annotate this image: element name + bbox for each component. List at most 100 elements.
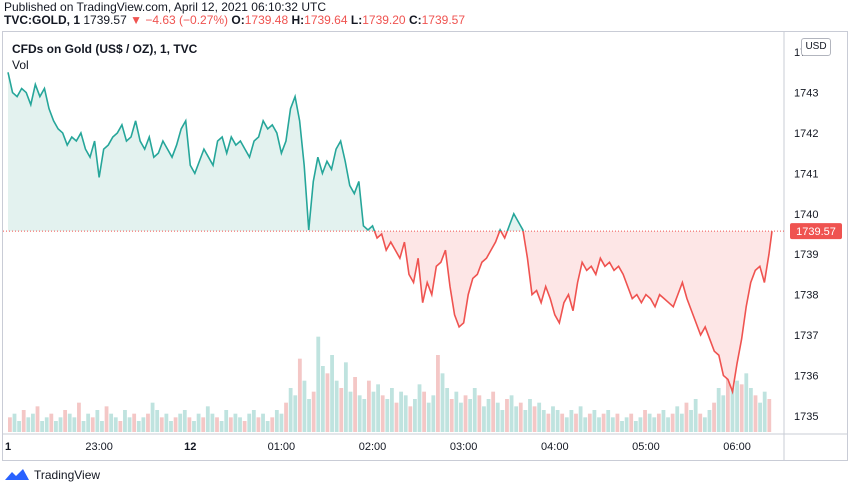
y-tick-label: 1741 [794, 168, 818, 180]
volume-bar [81, 421, 86, 432]
y-tick-label: 1737 [794, 330, 818, 342]
volume-bar [482, 406, 486, 432]
y-tick-label: 1742 [794, 128, 818, 140]
volume-bar [413, 399, 417, 432]
volume-bar [417, 384, 422, 432]
volume-bar [297, 358, 302, 432]
volume-bar [403, 395, 408, 432]
volume-bar [293, 395, 298, 432]
volume-bar [394, 402, 399, 432]
volume-bar [528, 399, 532, 432]
tradingview-logo-icon [5, 469, 29, 480]
volume-bar [578, 406, 583, 432]
volume-bar [707, 410, 712, 432]
volume-bar [123, 410, 127, 432]
volume-bar [311, 391, 316, 432]
volume-bar [325, 373, 330, 432]
volume-bar [100, 421, 104, 432]
volume-bar [95, 410, 100, 432]
last-price-label: 1739.57 [796, 226, 836, 238]
volume-bar [500, 410, 505, 432]
volume-bar [330, 355, 334, 432]
volume-bar [307, 399, 311, 432]
volume-bar [348, 391, 353, 432]
volume-bar [77, 402, 81, 432]
brand-footer[interactable]: TradingView [4, 466, 100, 484]
volume-bar [606, 410, 611, 432]
chart-frame[interactable] [2, 31, 848, 461]
volume-bar [574, 413, 578, 432]
volume-bar [454, 391, 459, 432]
volume-bar [150, 402, 155, 432]
volume-bar [136, 421, 141, 432]
volume-bar [205, 406, 210, 432]
volume-bar [436, 355, 440, 432]
volume-bar [739, 384, 744, 432]
volume-bar [601, 413, 606, 432]
volume-bar [477, 395, 482, 432]
volume-bar [486, 399, 491, 432]
volume-bar [251, 410, 256, 432]
volume-bar [371, 391, 376, 432]
volume-bar [279, 413, 284, 432]
volume-bar [721, 395, 726, 432]
volume-bar [698, 413, 703, 432]
volume-bar [113, 417, 118, 432]
brand-name: TradingView [34, 468, 101, 482]
volume-bar [495, 402, 500, 432]
volume-bar [270, 417, 275, 432]
volume-bar [693, 399, 698, 432]
volume-bar [679, 413, 684, 432]
legend-vol: Vol [12, 58, 29, 72]
volume-bar [67, 413, 72, 432]
volume-bar [261, 413, 265, 432]
volume-bar [546, 413, 551, 432]
legend-title: CFDs on Gold (US$ / OZ), 1, TVC [12, 42, 198, 56]
volume-bar [44, 417, 49, 432]
volume-bar [182, 410, 187, 432]
volume-bar [362, 399, 367, 432]
volume-bar [376, 384, 380, 432]
volume-bar [624, 417, 629, 432]
volume-bar [86, 413, 91, 432]
x-tick-label: 04:00 [541, 441, 569, 453]
volume-bar [132, 413, 137, 432]
volume-bar [643, 410, 647, 432]
x-tick-label: 03:00 [450, 441, 478, 453]
area-below-baseline [8, 231, 772, 392]
volume-bar [118, 421, 123, 432]
currency-button[interactable]: USD [801, 38, 831, 56]
x-tick-label: 06:00 [723, 441, 751, 453]
volume-bar [735, 380, 739, 432]
high-value: 1739.64 [304, 13, 348, 27]
volume-bar [104, 406, 109, 432]
volume-bar [288, 388, 293, 432]
volume-bar [109, 413, 114, 432]
volume-bar [555, 410, 560, 432]
y-tick-label: 1736 [794, 370, 818, 382]
low-value: 1739.20 [362, 13, 406, 27]
price-line-down [373, 231, 773, 395]
volume-bar [35, 406, 40, 432]
y-tick-label: 1738 [794, 290, 818, 302]
volume-bar [670, 413, 675, 432]
volume-bar [320, 366, 325, 432]
volume-bar [201, 417, 206, 432]
volume-bar [192, 421, 196, 432]
volume-bar [744, 373, 749, 432]
volume-bar [537, 402, 542, 432]
last-price: 1739.57 [83, 13, 127, 27]
y-tick-label: 1739 [794, 249, 818, 261]
volume-bar [505, 399, 509, 432]
volume-bar [426, 402, 431, 432]
volume-bar [21, 410, 26, 432]
volume-bar [247, 413, 252, 432]
volume-bar [541, 410, 546, 432]
volume-bar [12, 413, 17, 432]
volume-bar [90, 417, 95, 432]
volume-bar [716, 388, 721, 432]
volume-bar [615, 413, 620, 432]
volume-bar [334, 380, 339, 432]
volume-bar [357, 395, 362, 432]
